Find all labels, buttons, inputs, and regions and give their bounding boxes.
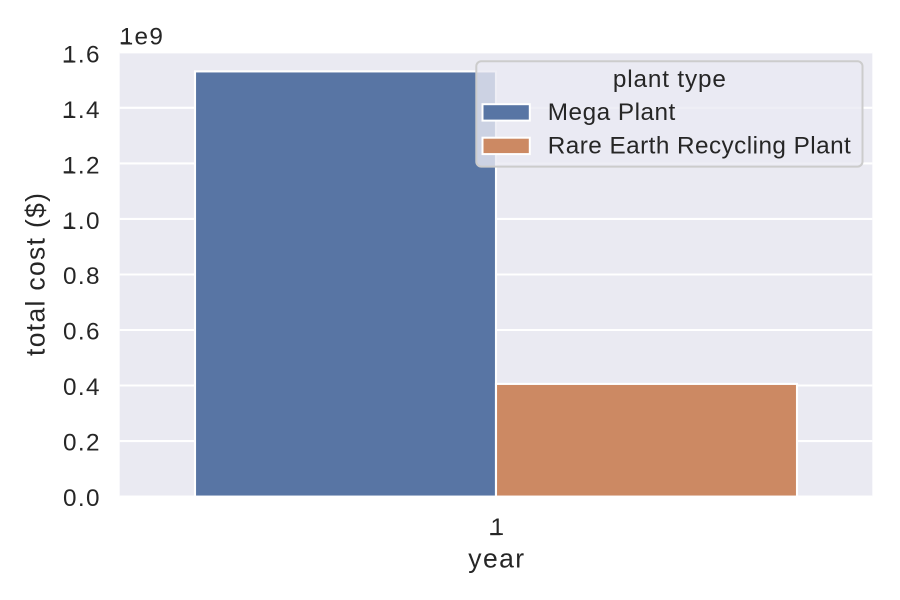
svg-text:year: year [468, 543, 524, 573]
svg-text:plant type: plant type [613, 66, 726, 93]
svg-text:0.6: 0.6 [63, 319, 100, 346]
svg-text:1: 1 [491, 514, 505, 541]
svg-text:1.6: 1.6 [63, 42, 100, 69]
svg-text:Rare Earth Recycling Plant: Rare Earth Recycling Plant [548, 132, 851, 159]
svg-text:Mega Plant: Mega Plant [548, 99, 676, 126]
svg-text:1.2: 1.2 [63, 152, 100, 179]
svg-text:total cost ($): total cost ($) [20, 193, 50, 356]
svg-text:1.4: 1.4 [63, 97, 100, 124]
svg-text:0.2: 0.2 [63, 429, 100, 456]
svg-text:1e9: 1e9 [120, 23, 163, 50]
svg-text:1.0: 1.0 [63, 208, 100, 235]
svg-text:0.8: 0.8 [63, 263, 100, 290]
svg-text:0.0: 0.0 [63, 485, 100, 512]
svg-text:0.4: 0.4 [63, 374, 100, 401]
